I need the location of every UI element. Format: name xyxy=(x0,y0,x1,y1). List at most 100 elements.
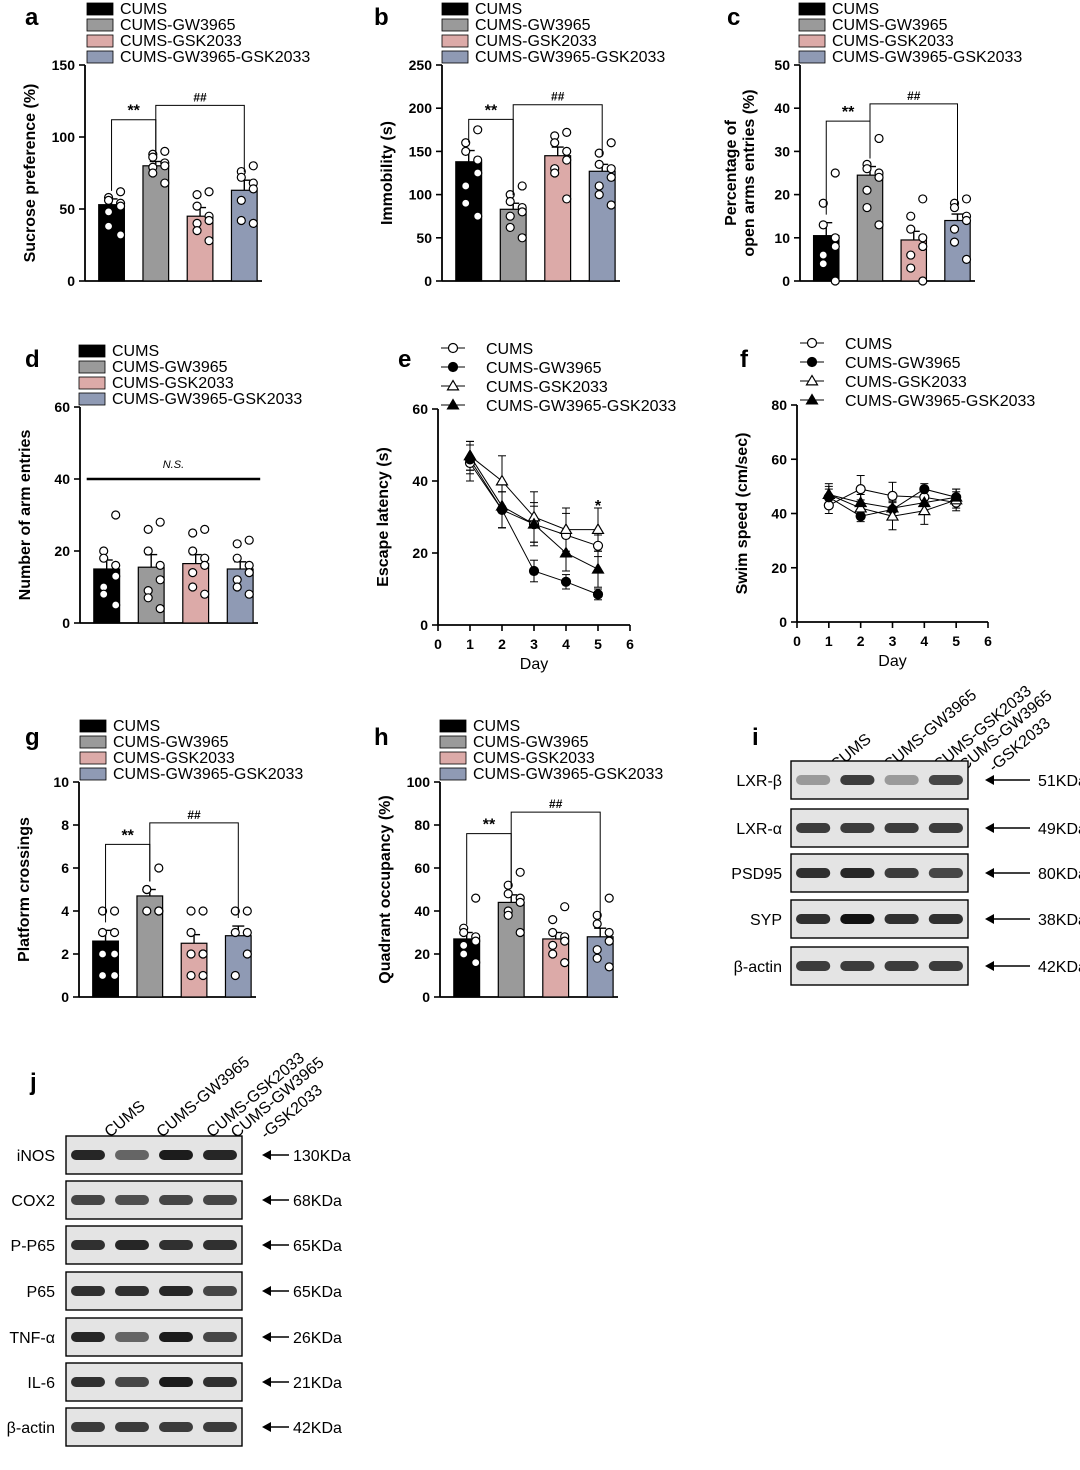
significance-bracket xyxy=(155,104,245,173)
data-point xyxy=(830,168,840,178)
x-tick-label: 5 xyxy=(952,633,960,649)
data-point xyxy=(244,567,254,578)
y-tick-label: 0 xyxy=(779,614,787,630)
data-point xyxy=(461,138,471,148)
blot-band xyxy=(71,1150,105,1160)
data-point xyxy=(242,906,252,916)
data-point xyxy=(97,906,108,916)
data-point xyxy=(242,949,252,959)
legend-label: CUMS-GW3965 xyxy=(473,734,589,751)
data-point xyxy=(188,546,198,556)
blot-band xyxy=(203,1377,237,1387)
data-point xyxy=(248,161,258,171)
line-marker xyxy=(447,342,459,354)
legend-label: CUMS-GW3965-GSK2033 xyxy=(113,766,303,783)
line-marker xyxy=(559,546,573,558)
data-point xyxy=(874,172,884,182)
y-tick-label: 20 xyxy=(774,187,790,203)
arrow-head xyxy=(262,1377,271,1387)
blot-band xyxy=(203,1150,237,1160)
significance-label: * xyxy=(595,498,602,515)
legend-swatch xyxy=(441,18,469,32)
data-point xyxy=(548,949,558,959)
blot-band xyxy=(928,868,963,878)
line-marker xyxy=(463,449,477,461)
blot-band xyxy=(203,1332,237,1342)
line-marker xyxy=(854,495,868,508)
data-point xyxy=(862,185,872,195)
data-point xyxy=(473,168,483,178)
data-point xyxy=(160,178,170,188)
panel-d: d CUMSCUMS-GW3965CUMS-GSK2033CUMS-GW3965-… xyxy=(17,343,302,631)
line-marker xyxy=(559,522,573,535)
blot-band xyxy=(840,868,875,878)
line-marker xyxy=(446,398,460,410)
blot-band xyxy=(796,868,831,878)
bar xyxy=(186,215,214,282)
legend-label: CUMS-GW3965 xyxy=(120,17,236,34)
line-marker xyxy=(447,361,459,373)
ns-label: N.S. xyxy=(163,459,184,471)
y-tick-label: 50 xyxy=(416,230,432,246)
data-point xyxy=(562,127,572,137)
data-point xyxy=(230,970,240,981)
significance-label: ** xyxy=(121,827,134,844)
data-point xyxy=(186,970,196,981)
data-point xyxy=(142,884,152,895)
legend-swatch xyxy=(78,344,106,358)
data-point xyxy=(204,187,214,197)
y-tick-label: 20 xyxy=(54,543,70,559)
data-point xyxy=(818,250,828,260)
blot-band xyxy=(71,1240,105,1250)
data-point xyxy=(560,902,570,912)
y-axis-label: Sucrose preference (%) xyxy=(22,84,39,263)
data-point xyxy=(515,927,525,938)
x-axis-label: Day xyxy=(878,653,906,670)
data-point xyxy=(562,155,572,165)
blot-band xyxy=(115,1150,149,1160)
data-point xyxy=(562,194,572,204)
data-point xyxy=(148,152,158,162)
molecular-weight-label: 42KDa xyxy=(293,1420,342,1437)
data-point xyxy=(200,560,210,571)
data-point xyxy=(918,241,928,252)
blot-row-label: iNOS xyxy=(17,1148,55,1165)
data-point xyxy=(606,138,616,148)
legend-swatch xyxy=(79,767,107,781)
data-point xyxy=(550,138,560,148)
blot-row-label: PSD95 xyxy=(731,866,782,883)
data-point xyxy=(109,949,120,959)
molecular-weight-label: 21KDa xyxy=(293,1375,342,1392)
legend-swatch xyxy=(79,719,107,733)
x-tick-label: 3 xyxy=(530,636,538,652)
blot-band xyxy=(159,1240,193,1250)
panel-letter: b xyxy=(374,4,389,31)
molecular-weight-label: 42KDa xyxy=(1038,959,1080,976)
data-point xyxy=(818,259,828,269)
data-point xyxy=(188,567,198,578)
data-point xyxy=(204,236,214,246)
data-point xyxy=(949,237,960,247)
data-point xyxy=(594,148,604,158)
data-point xyxy=(505,211,515,221)
bar xyxy=(230,189,258,282)
line-marker xyxy=(919,483,930,495)
line-marker xyxy=(560,576,572,587)
line-marker xyxy=(591,562,605,574)
legend-swatch xyxy=(78,360,106,374)
data-point xyxy=(830,276,840,286)
data-point xyxy=(548,914,558,925)
line-marker xyxy=(592,540,604,551)
data-point xyxy=(198,970,208,981)
data-point xyxy=(459,927,469,938)
y-tick-label: 10 xyxy=(53,774,69,790)
data-point xyxy=(115,187,126,197)
legend-label: CUMS xyxy=(845,336,892,353)
y-tick-label: 50 xyxy=(59,201,75,217)
y-axis-label: open arms entries (%) xyxy=(741,89,758,256)
legend-label: CUMS-GSK2033 xyxy=(120,33,242,50)
blot-band xyxy=(115,1332,149,1342)
y-tick-label: 0 xyxy=(61,989,69,1005)
x-tick-label: 2 xyxy=(857,633,865,649)
legend-label: CUMS xyxy=(473,718,520,735)
